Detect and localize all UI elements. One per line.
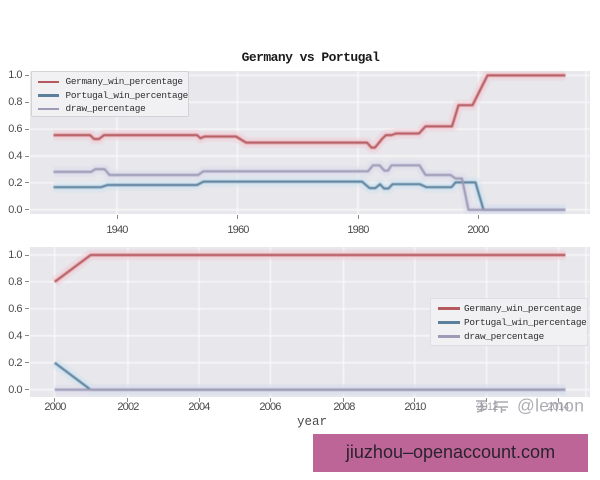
- svg-text:@lemon: @lemon: [517, 397, 584, 416]
